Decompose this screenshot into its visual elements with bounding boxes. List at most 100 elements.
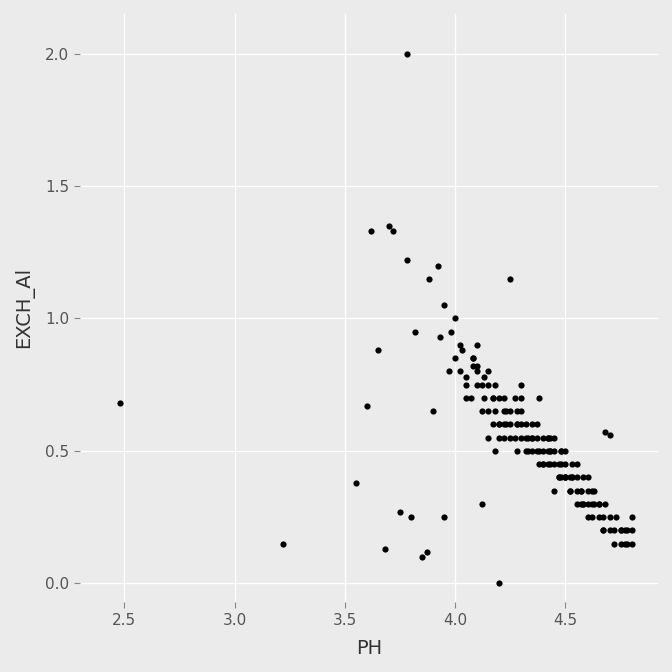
Point: [444, 366, 454, 377]
Point: [523, 446, 534, 456]
Point: [549, 485, 560, 496]
Point: [532, 446, 542, 456]
Point: [538, 459, 549, 470]
Point: [511, 419, 522, 430]
Point: [626, 538, 637, 549]
Point: [554, 459, 564, 470]
Point: [578, 499, 589, 509]
Point: [505, 419, 515, 430]
Point: [527, 419, 538, 430]
Point: [554, 472, 564, 482]
Point: [499, 392, 509, 403]
Point: [560, 472, 571, 482]
Point: [523, 432, 534, 443]
Point: [549, 432, 560, 443]
Point: [587, 499, 597, 509]
Point: [532, 419, 542, 430]
Point: [454, 339, 465, 350]
Point: [494, 419, 505, 430]
Point: [616, 525, 626, 536]
Point: [564, 485, 575, 496]
Point: [527, 446, 538, 456]
Point: [476, 499, 487, 509]
Point: [468, 361, 478, 372]
Point: [483, 379, 494, 390]
Point: [575, 485, 586, 496]
Point: [487, 419, 498, 430]
Point: [604, 512, 615, 523]
Point: [556, 472, 566, 482]
Point: [472, 361, 482, 372]
Point: [566, 472, 577, 482]
Point: [478, 372, 489, 382]
Point: [494, 578, 505, 589]
Point: [499, 406, 509, 417]
Point: [401, 255, 412, 265]
Point: [542, 432, 553, 443]
Point: [366, 226, 377, 237]
Point: [511, 446, 522, 456]
Point: [593, 512, 604, 523]
Point: [604, 525, 615, 536]
Point: [622, 538, 632, 549]
Point: [483, 432, 494, 443]
Point: [278, 538, 288, 549]
Y-axis label: EXCH_Al: EXCH_Al: [14, 267, 34, 349]
Point: [465, 392, 476, 403]
Point: [520, 446, 531, 456]
Point: [351, 477, 362, 488]
Point: [428, 406, 439, 417]
Point: [489, 446, 500, 456]
Point: [538, 432, 549, 443]
Point: [516, 419, 527, 430]
Point: [372, 345, 383, 355]
Point: [476, 379, 487, 390]
Point: [556, 446, 566, 456]
Point: [472, 366, 482, 377]
Point: [379, 544, 390, 554]
Point: [499, 419, 509, 430]
Point: [511, 406, 522, 417]
Point: [516, 432, 527, 443]
Point: [417, 552, 427, 562]
Point: [509, 392, 520, 403]
Point: [450, 353, 460, 364]
Point: [472, 379, 482, 390]
Point: [542, 459, 553, 470]
Point: [509, 432, 520, 443]
Point: [611, 512, 622, 523]
Point: [597, 512, 608, 523]
Point: [560, 446, 571, 456]
Point: [487, 392, 498, 403]
Point: [626, 525, 637, 536]
Point: [520, 432, 531, 443]
Point: [560, 472, 571, 482]
Point: [582, 485, 593, 496]
Point: [578, 499, 589, 509]
Point: [439, 512, 450, 523]
Point: [461, 379, 472, 390]
Point: [597, 525, 608, 536]
Point: [461, 392, 472, 403]
Point: [545, 446, 556, 456]
Point: [587, 485, 597, 496]
Point: [549, 446, 560, 456]
Point: [545, 459, 556, 470]
Point: [454, 366, 465, 377]
Point: [450, 313, 460, 324]
Point: [501, 419, 511, 430]
Point: [609, 525, 620, 536]
Point: [571, 472, 582, 482]
Point: [494, 432, 505, 443]
Point: [501, 406, 511, 417]
Point: [483, 406, 494, 417]
Point: [432, 260, 443, 271]
Point: [532, 432, 542, 443]
Point: [616, 525, 626, 536]
Point: [604, 429, 615, 440]
Point: [114, 398, 125, 409]
Point: [620, 525, 630, 536]
Point: [556, 446, 566, 456]
Point: [487, 392, 498, 403]
Point: [516, 379, 527, 390]
